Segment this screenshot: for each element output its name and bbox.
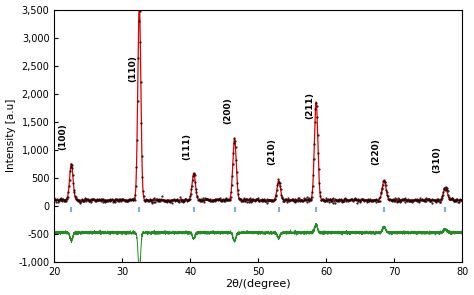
Text: (110): (110) (128, 55, 137, 82)
Text: (220): (220) (371, 139, 380, 165)
Text: (200): (200) (223, 98, 232, 124)
Text: (111): (111) (182, 133, 191, 160)
X-axis label: 2θ/(degree): 2θ/(degree) (226, 279, 291, 289)
Text: (100): (100) (59, 123, 68, 150)
Y-axis label: Intensity [a.u]: Intensity [a.u] (6, 99, 16, 172)
Text: (210): (210) (267, 139, 276, 165)
Text: (310): (310) (432, 146, 441, 173)
Text: (211): (211) (305, 92, 314, 119)
